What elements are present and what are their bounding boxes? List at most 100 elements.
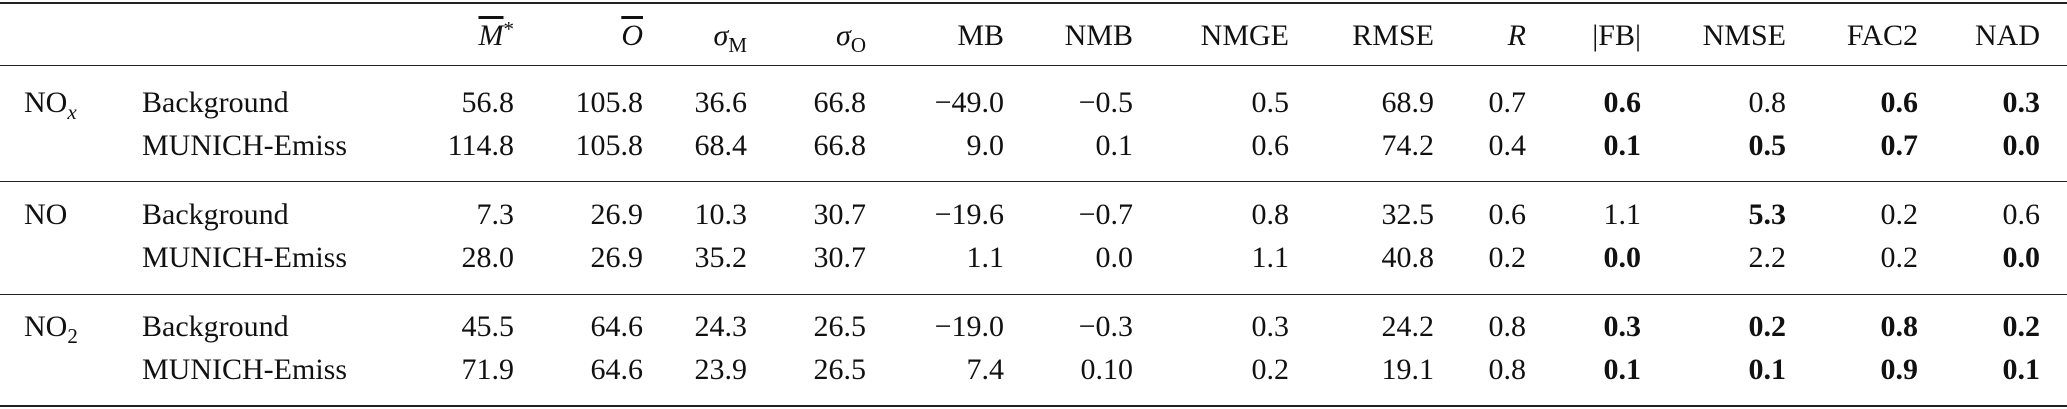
column-header: σO xyxy=(836,21,866,56)
table-cell: 0.1 xyxy=(1095,129,1134,162)
table-cell: 0.2 xyxy=(1880,241,1919,274)
table-cell: −19.0 xyxy=(934,310,1004,343)
column-header: RMSE xyxy=(1352,21,1434,51)
top-rule xyxy=(0,2,2067,4)
table-cell: 0.8 xyxy=(1488,353,1527,386)
table-cell: 24.2 xyxy=(1381,310,1435,343)
table-cell: 56.8 xyxy=(461,86,515,119)
table-cell: 0.4 xyxy=(1488,129,1527,162)
header-rule xyxy=(0,65,2067,66)
table-cell: 114.8 xyxy=(447,129,514,162)
table-cell: 28.0 xyxy=(461,241,515,274)
column-header: R xyxy=(1508,21,1526,51)
model-name: Background xyxy=(142,310,289,343)
model-name: MUNICH-Emiss xyxy=(142,241,348,274)
table-cell: 0.1 xyxy=(1603,129,1642,162)
table-cell: 26.9 xyxy=(590,241,644,274)
table-cell: 0.8 xyxy=(1880,310,1919,343)
table-cell: 30.7 xyxy=(813,198,867,231)
column-header: |FB| xyxy=(1592,21,1641,51)
table-cell: 0.6 xyxy=(1488,198,1527,231)
model-name: Background xyxy=(142,198,289,231)
model-name: Background xyxy=(142,86,289,119)
table-cell: 35.2 xyxy=(694,241,748,274)
table-cell: 7.3 xyxy=(476,198,515,231)
table-cell: 68.4 xyxy=(694,129,748,162)
header-text: |FB| xyxy=(1592,19,1641,52)
table-cell: 0.1 xyxy=(1748,353,1787,386)
table-cell: 0.1 xyxy=(1603,353,1642,386)
model-name: MUNICH-Emiss xyxy=(142,353,348,386)
column-header: NMSE xyxy=(1703,21,1786,51)
table-cell: 0.10 xyxy=(1080,353,1134,386)
table-cell: 0.6 xyxy=(1603,86,1642,119)
species-sub: x xyxy=(67,100,77,124)
table-cell: −49.0 xyxy=(934,86,1004,119)
table-cell: 0.5 xyxy=(1748,129,1787,162)
table-cell: 45.5 xyxy=(461,310,515,343)
table-cell: 0.8 xyxy=(1251,198,1290,231)
table-cell: 9.0 xyxy=(966,129,1005,162)
table-cell: 1.1 xyxy=(966,241,1005,274)
column-header: NAD xyxy=(1975,21,2040,51)
table-cell: 19.1 xyxy=(1381,353,1435,386)
table-cell: 26.5 xyxy=(813,310,867,343)
header-text: NAD xyxy=(1975,19,2040,52)
table-cell: 0.2 xyxy=(1488,241,1527,274)
table-cell: 10.3 xyxy=(694,198,748,231)
column-header: NMGE xyxy=(1201,21,1289,51)
table-cell: 0.7 xyxy=(1488,86,1527,119)
column-header: σM xyxy=(713,19,747,56)
header-text: R xyxy=(1507,19,1526,52)
header-text: O xyxy=(621,19,643,52)
table-cell: 0.3 xyxy=(1251,310,1290,343)
table-cell: 40.8 xyxy=(1381,241,1435,274)
table-cell: 0.8 xyxy=(1488,310,1527,343)
header-text-sup: * xyxy=(503,17,515,41)
table-cell: 0.3 xyxy=(2002,86,2041,119)
header-text: σ xyxy=(713,19,729,52)
table-cell: 0.6 xyxy=(2002,198,2041,231)
table-cell: 0.1 xyxy=(2002,353,2041,386)
species-label: NO xyxy=(24,200,67,230)
header-text: RMSE xyxy=(1352,19,1434,52)
table-cell: 71.9 xyxy=(461,353,515,386)
table-cell: 0.7 xyxy=(1880,129,1919,162)
table-cell: 24.3 xyxy=(694,310,748,343)
table-cell: 0.2 xyxy=(1748,310,1787,343)
table-cell: 32.5 xyxy=(1381,198,1435,231)
model-name: MUNICH-Emiss xyxy=(142,129,348,162)
table-cell: 2.2 xyxy=(1748,241,1787,274)
table-cell: −0.3 xyxy=(1078,310,1133,343)
table-cell: 66.8 xyxy=(813,86,867,119)
species: NO xyxy=(24,198,68,231)
table-cell: −19.6 xyxy=(934,198,1004,231)
header-text: MB xyxy=(957,19,1004,52)
species: NO xyxy=(24,86,68,119)
table-cell: −0.5 xyxy=(1078,86,1133,119)
header-text: NMB xyxy=(1064,19,1133,52)
table-cell: −0.7 xyxy=(1078,198,1133,231)
table-cell: 0.3 xyxy=(1603,310,1642,343)
header-text: M xyxy=(478,19,504,52)
table-cell: 26.9 xyxy=(590,198,644,231)
table-cell: 23.9 xyxy=(694,353,748,386)
header-text-sub: O xyxy=(850,33,866,57)
table-cell: 1.1 xyxy=(1603,198,1642,231)
table-cell: 68.9 xyxy=(1381,86,1435,119)
table-cell: 5.3 xyxy=(1748,198,1787,231)
group-rule xyxy=(0,181,2067,182)
table-cell: 36.6 xyxy=(694,86,748,119)
table-cell: 64.6 xyxy=(590,353,644,386)
table-cell: 0.2 xyxy=(2002,310,2041,343)
table-cell: 0.5 xyxy=(1251,86,1290,119)
column-header: MB xyxy=(957,21,1004,51)
group-rule xyxy=(0,294,2067,295)
table-cell: 0.0 xyxy=(1095,241,1134,274)
table-cell: 30.7 xyxy=(813,241,867,274)
table-cell: 0.6 xyxy=(1251,129,1290,162)
bottom-rule xyxy=(0,405,2067,407)
table-cell: 0.0 xyxy=(1603,241,1642,274)
column-header: O xyxy=(621,21,643,51)
